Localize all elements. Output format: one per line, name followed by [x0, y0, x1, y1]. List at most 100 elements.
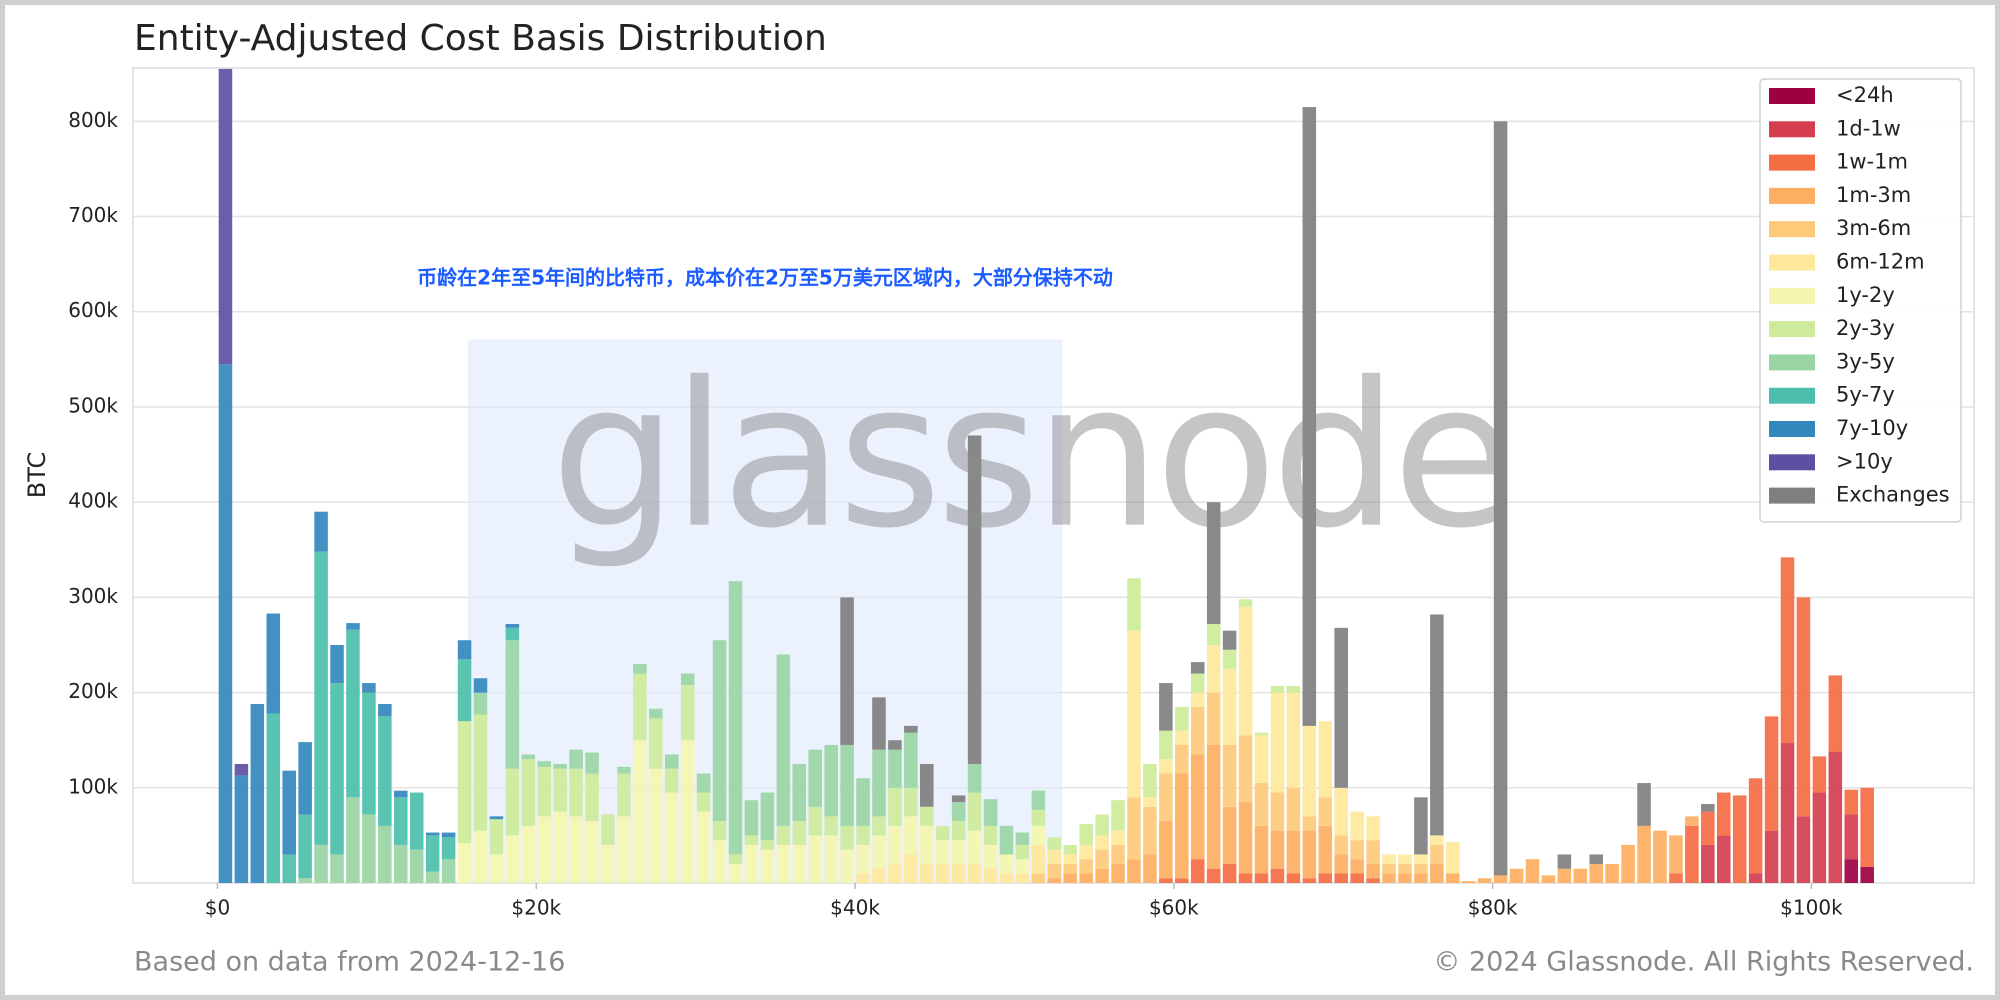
bar-segment	[1764, 830, 1779, 883]
legend-label: 1w-1m	[1836, 150, 1908, 174]
bar-segment	[1414, 797, 1428, 855]
bar-segment	[394, 797, 408, 845]
bar-segment	[1493, 875, 1508, 883]
bar-segment	[967, 792, 982, 831]
legend-label: 3y-5y	[1836, 349, 1895, 373]
bar-segment	[951, 802, 966, 822]
bar-segment	[1206, 868, 1221, 883]
bar-segment	[537, 761, 552, 767]
annotation: 币龄在2年至5年间的比特币，成本价在2万至5万美元区域内，大部分保持不动	[417, 266, 1113, 290]
bar-segment	[728, 863, 743, 883]
bar-segment	[1222, 649, 1237, 669]
bar-segment	[473, 692, 488, 715]
bar-segment	[1063, 854, 1078, 864]
bar-segment	[680, 673, 695, 685]
bar-segment	[1637, 783, 1651, 826]
bar-segment	[1159, 730, 1173, 760]
bar-segment	[1844, 789, 1859, 815]
bar-segment	[1206, 624, 1221, 645]
bar-segment	[792, 821, 807, 845]
bar-segment	[569, 749, 583, 769]
bar-segment	[1270, 792, 1285, 831]
legend-label: Exchanges	[1836, 483, 1950, 507]
bar-segment	[314, 551, 328, 845]
bar-segment	[1860, 787, 1874, 867]
bar-segment	[1206, 502, 1221, 625]
bar-segment	[1302, 725, 1317, 817]
bar-segment	[633, 664, 647, 674]
bar-segment	[1812, 792, 1827, 883]
bar-segment	[1605, 863, 1619, 883]
bar-segment	[1175, 706, 1189, 731]
y-tick-label: 600k	[68, 298, 118, 322]
bar-segment	[1589, 854, 1604, 864]
x-tick-label: $100k	[1780, 896, 1843, 920]
bar-segment	[824, 835, 838, 883]
y-tick-label: 200k	[68, 679, 118, 703]
bar-segment	[585, 773, 599, 822]
bar-segment	[1716, 792, 1731, 836]
bar-segment	[983, 868, 998, 883]
bar-segment	[346, 623, 360, 630]
bar-segment	[1669, 835, 1683, 874]
bar-segment	[218, 364, 233, 883]
bar-segment	[1701, 844, 1715, 883]
bar-segment	[1047, 878, 1062, 883]
bar-segment	[1350, 811, 1364, 841]
legend-swatch	[1769, 487, 1815, 504]
bar-segment	[999, 873, 1014, 883]
bar-segment	[1334, 835, 1348, 855]
bar-segment	[1063, 873, 1078, 883]
bar-segment	[362, 814, 376, 883]
bar-segment	[1844, 859, 1859, 883]
bar-segment	[935, 825, 950, 841]
bar-segment	[266, 713, 281, 883]
bar-segment	[489, 819, 504, 855]
legend-label: >10y	[1836, 449, 1893, 473]
bar-segment	[664, 768, 679, 793]
bar-segment	[872, 697, 886, 750]
legend-swatch	[1769, 221, 1815, 238]
legend-label: 1d-1w	[1836, 116, 1901, 140]
bar-segment	[633, 673, 647, 741]
bar-segment	[1318, 825, 1333, 874]
bar-segment	[234, 775, 249, 883]
bar-segment	[920, 863, 934, 883]
bar-segment	[1270, 692, 1285, 793]
bar-segment	[473, 830, 488, 883]
bar-segment	[1031, 790, 1046, 810]
bar-segment	[1302, 878, 1317, 883]
bar-segment	[1190, 673, 1205, 693]
bar-segment	[1334, 627, 1348, 788]
bar-segment	[904, 732, 918, 788]
bar-segment	[1669, 873, 1683, 883]
legend-swatch	[1769, 454, 1815, 471]
bar-segment	[1111, 863, 1125, 883]
bar-segment	[951, 821, 966, 841]
bar-segment	[744, 800, 759, 836]
bar-segment	[808, 806, 822, 836]
bar-segment	[1621, 844, 1635, 883]
bar-segment	[967, 435, 982, 764]
bar-segment	[1286, 692, 1301, 788]
bar-segment	[1031, 844, 1046, 874]
bar-segment	[1382, 854, 1396, 864]
bar-segment	[218, 68, 233, 365]
bar-segment	[888, 787, 902, 826]
bar-segment	[601, 814, 615, 845]
bar-segment	[505, 640, 520, 769]
bar-segment	[712, 640, 727, 822]
bar-segment	[569, 768, 583, 817]
y-tick-label: 500k	[68, 393, 118, 417]
bar-segment	[728, 581, 743, 855]
bar-segment	[1190, 662, 1205, 674]
bar-segment	[362, 683, 376, 693]
bar-segment	[1334, 854, 1348, 874]
bar-segment	[1685, 816, 1699, 826]
bar-segment	[1796, 597, 1811, 817]
bar-segment	[1159, 821, 1173, 879]
legend-label: 1m-3m	[1836, 183, 1911, 207]
bar-segment	[1238, 735, 1253, 803]
bar-segment	[1079, 873, 1093, 883]
bar-segment	[1079, 859, 1093, 874]
